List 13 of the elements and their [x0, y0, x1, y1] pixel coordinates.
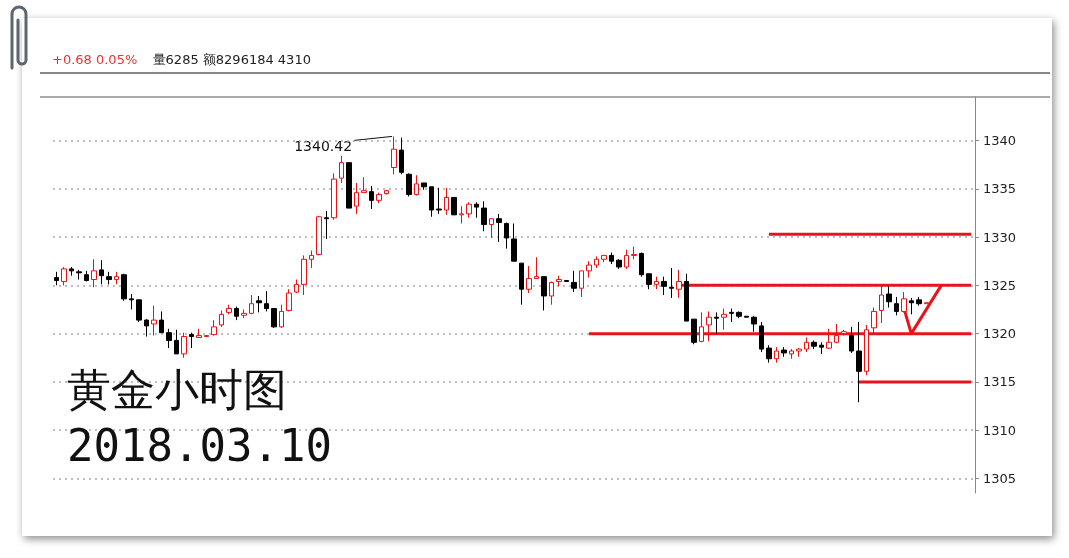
- y-tick-label: 1330: [983, 229, 1017, 245]
- y-tick-label: 1315: [983, 374, 1017, 390]
- y-tick-label: 1335: [983, 181, 1017, 197]
- y-tick-label: 1325: [983, 277, 1017, 293]
- text: +0.68 0.05%: [52, 52, 138, 67]
- annotation: 1340.42: [294, 138, 353, 155]
- y-tick-label: 1340: [983, 132, 1017, 148]
- text: 2018.03.10: [67, 419, 332, 471]
- y-tick-label: 1310: [983, 422, 1017, 438]
- text: 量6285 额8296184 4310: [152, 52, 311, 67]
- text: 黄金小时图: [67, 363, 287, 415]
- y-tick-label: 1320: [983, 326, 1017, 342]
- y-tick-label: 1305: [983, 471, 1017, 487]
